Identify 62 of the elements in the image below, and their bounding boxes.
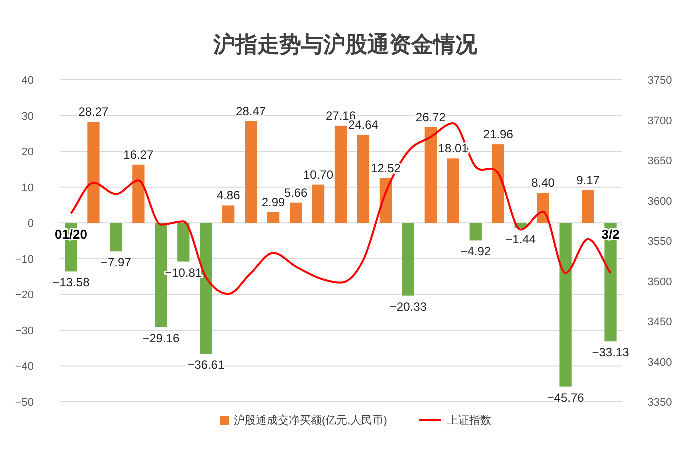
y-tick-label: −30 xyxy=(15,325,34,338)
data-label: −20.33 xyxy=(390,300,428,314)
bar xyxy=(132,164,145,224)
y2-tick-label: 3700 xyxy=(648,115,672,128)
bar xyxy=(312,184,325,224)
data-label: −13.58 xyxy=(52,276,90,290)
y2-tick-label: 3650 xyxy=(648,156,672,168)
y2-tick-label: 3400 xyxy=(648,356,672,369)
bar xyxy=(357,134,370,224)
bar xyxy=(88,122,100,224)
bar xyxy=(424,128,437,224)
y-tick-label: −40 xyxy=(15,361,34,374)
y-tick-label: −50 xyxy=(15,397,34,409)
bar xyxy=(222,206,235,224)
y-tick-label: 10 xyxy=(22,182,34,194)
data-label: −33.13 xyxy=(592,346,630,360)
bar xyxy=(110,223,122,252)
bar xyxy=(334,126,348,224)
data-label: 8.40 xyxy=(532,176,556,190)
data-label: 28.47 xyxy=(236,104,266,118)
bar xyxy=(492,144,504,224)
y-tick-label: −20 xyxy=(15,290,34,302)
data-label: −36.61 xyxy=(188,358,225,372)
y2-tick-label: 3500 xyxy=(648,276,672,288)
bar xyxy=(560,223,572,387)
y-tick-label: 0 xyxy=(28,218,34,230)
data-label: 16.27 xyxy=(124,148,154,162)
bar xyxy=(200,223,212,354)
y-tick-label: −10 xyxy=(15,254,34,266)
y-tick-label: 30 xyxy=(22,110,34,123)
y2-tick-label: 3750 xyxy=(648,75,672,87)
bar xyxy=(267,212,280,224)
data-label: −7.97 xyxy=(101,256,132,270)
y2-tick-label: 3450 xyxy=(648,316,672,328)
data-label: −4.92 xyxy=(460,244,492,259)
legend-label: 上证指数 xyxy=(447,414,492,427)
legend-label: 沪股通成交净买额(亿元,人民币) xyxy=(234,414,388,427)
data-label: −1.44 xyxy=(506,232,536,246)
data-label: 5.66 xyxy=(284,186,308,200)
bar xyxy=(290,202,302,224)
bar xyxy=(447,158,460,224)
y2-tick-label: 3350 xyxy=(648,397,672,409)
data-label: 2.99 xyxy=(262,195,286,210)
y-tick-label: 40 xyxy=(22,75,34,87)
y2-tick-label: 3600 xyxy=(648,196,672,208)
data-label: 21.96 xyxy=(483,128,514,142)
data-label: 28.27 xyxy=(78,104,110,119)
bar xyxy=(402,223,415,296)
y-tick-label: 20 xyxy=(22,146,34,159)
y2-tick-label: 3550 xyxy=(648,236,672,248)
data-label: −29.16 xyxy=(142,331,180,346)
data-label: −45.76 xyxy=(547,390,585,405)
bar xyxy=(245,121,258,224)
bar xyxy=(582,190,594,224)
chart-title: 沪指走势与沪股通资金情况 xyxy=(212,32,478,57)
data-label: 10.70 xyxy=(304,168,334,182)
data-label: 26.72 xyxy=(416,110,446,125)
data-label: 9.17 xyxy=(576,173,600,188)
bar xyxy=(470,223,482,241)
bar xyxy=(178,223,190,262)
bar xyxy=(155,223,168,328)
data-label: 4.86 xyxy=(216,188,241,203)
